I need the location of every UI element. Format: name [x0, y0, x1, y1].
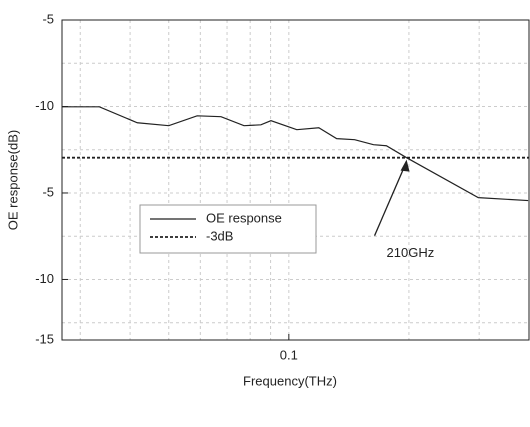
y-tick-label: -10	[35, 271, 54, 286]
arrow-head	[400, 159, 410, 172]
y-tick-label: -15	[35, 331, 54, 346]
x-axis-label: Frequency(THz)	[243, 373, 337, 388]
x-tick-label: 0.1	[280, 347, 298, 362]
annotation-arrow	[373, 161, 408, 236]
legend-label: OE response	[206, 210, 282, 225]
y-tick-label: -10	[35, 98, 54, 113]
annotation-text: 210GHz	[387, 245, 435, 260]
legend-label: -3dB	[206, 228, 233, 243]
y-tick-label: -5	[42, 184, 54, 199]
y-axis-label: OE response(dB)	[5, 130, 20, 230]
plot-frame	[61, 19, 530, 341]
y-tick-label: -5	[42, 11, 54, 26]
series-line	[62, 106, 529, 202]
legend-box	[139, 204, 317, 254]
